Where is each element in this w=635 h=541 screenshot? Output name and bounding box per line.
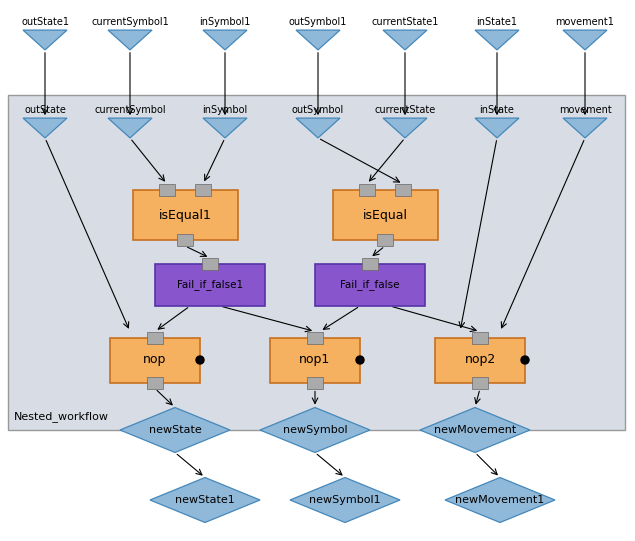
Text: inState1: inState1 — [476, 17, 518, 27]
FancyBboxPatch shape — [159, 184, 175, 196]
Polygon shape — [475, 30, 519, 50]
FancyBboxPatch shape — [333, 190, 438, 240]
Text: nop: nop — [144, 353, 166, 366]
Polygon shape — [475, 118, 519, 138]
Polygon shape — [383, 30, 427, 50]
Polygon shape — [203, 30, 247, 50]
FancyBboxPatch shape — [155, 264, 265, 306]
Polygon shape — [290, 478, 400, 523]
Text: newState1: newState1 — [175, 495, 235, 505]
FancyBboxPatch shape — [395, 184, 411, 196]
Polygon shape — [383, 118, 427, 138]
Circle shape — [521, 356, 529, 364]
Text: newSymbol1: newSymbol1 — [309, 495, 381, 505]
Polygon shape — [420, 407, 530, 452]
FancyBboxPatch shape — [359, 184, 375, 196]
Text: outSymbol1: outSymbol1 — [289, 17, 347, 27]
FancyBboxPatch shape — [472, 377, 488, 388]
Polygon shape — [445, 478, 555, 523]
Polygon shape — [296, 30, 340, 50]
Text: currentSymbol1: currentSymbol1 — [91, 17, 169, 27]
FancyBboxPatch shape — [307, 332, 323, 344]
Polygon shape — [260, 407, 370, 452]
Polygon shape — [296, 118, 340, 138]
Text: outSymbol: outSymbol — [292, 105, 344, 115]
Text: Fail_if_false: Fail_if_false — [340, 280, 400, 291]
Polygon shape — [150, 478, 260, 523]
Circle shape — [356, 356, 364, 364]
FancyBboxPatch shape — [8, 95, 625, 430]
Polygon shape — [23, 118, 67, 138]
Text: inSymbol: inSymbol — [203, 105, 248, 115]
FancyBboxPatch shape — [147, 332, 163, 344]
Text: outState1: outState1 — [21, 17, 69, 27]
Polygon shape — [563, 30, 607, 50]
Text: isEqual: isEqual — [363, 208, 408, 221]
FancyBboxPatch shape — [377, 234, 393, 246]
Text: currentState1: currentState1 — [371, 17, 439, 27]
FancyBboxPatch shape — [362, 258, 378, 270]
Text: movement1: movement1 — [556, 17, 615, 27]
FancyBboxPatch shape — [133, 190, 237, 240]
Polygon shape — [120, 407, 230, 452]
FancyBboxPatch shape — [110, 338, 200, 382]
Text: movement: movement — [559, 105, 612, 115]
Text: inState: inState — [479, 105, 514, 115]
FancyBboxPatch shape — [435, 338, 525, 382]
Text: newState: newState — [149, 425, 201, 435]
Text: newMovement1: newMovement1 — [455, 495, 545, 505]
Polygon shape — [563, 118, 607, 138]
Polygon shape — [108, 30, 152, 50]
Text: outState: outState — [24, 105, 66, 115]
FancyBboxPatch shape — [202, 258, 218, 270]
Text: Fail_if_false1: Fail_if_false1 — [177, 280, 243, 291]
FancyBboxPatch shape — [315, 264, 425, 306]
Text: currentSymbol: currentSymbol — [94, 105, 166, 115]
Polygon shape — [108, 118, 152, 138]
FancyBboxPatch shape — [307, 377, 323, 388]
Text: Nested_workflow: Nested_workflow — [14, 411, 109, 422]
Polygon shape — [203, 118, 247, 138]
Text: nop2: nop2 — [464, 353, 496, 366]
Text: newMovement: newMovement — [434, 425, 516, 435]
Text: currentState: currentState — [375, 105, 436, 115]
Text: isEqual1: isEqual1 — [159, 208, 211, 221]
FancyBboxPatch shape — [147, 377, 163, 388]
FancyBboxPatch shape — [270, 338, 360, 382]
Text: newSymbol: newSymbol — [283, 425, 347, 435]
FancyBboxPatch shape — [195, 184, 211, 196]
Text: inSymbol1: inSymbol1 — [199, 17, 251, 27]
Text: nop1: nop1 — [299, 353, 331, 366]
Circle shape — [196, 356, 204, 364]
FancyBboxPatch shape — [472, 332, 488, 344]
FancyBboxPatch shape — [177, 234, 193, 246]
Polygon shape — [23, 30, 67, 50]
